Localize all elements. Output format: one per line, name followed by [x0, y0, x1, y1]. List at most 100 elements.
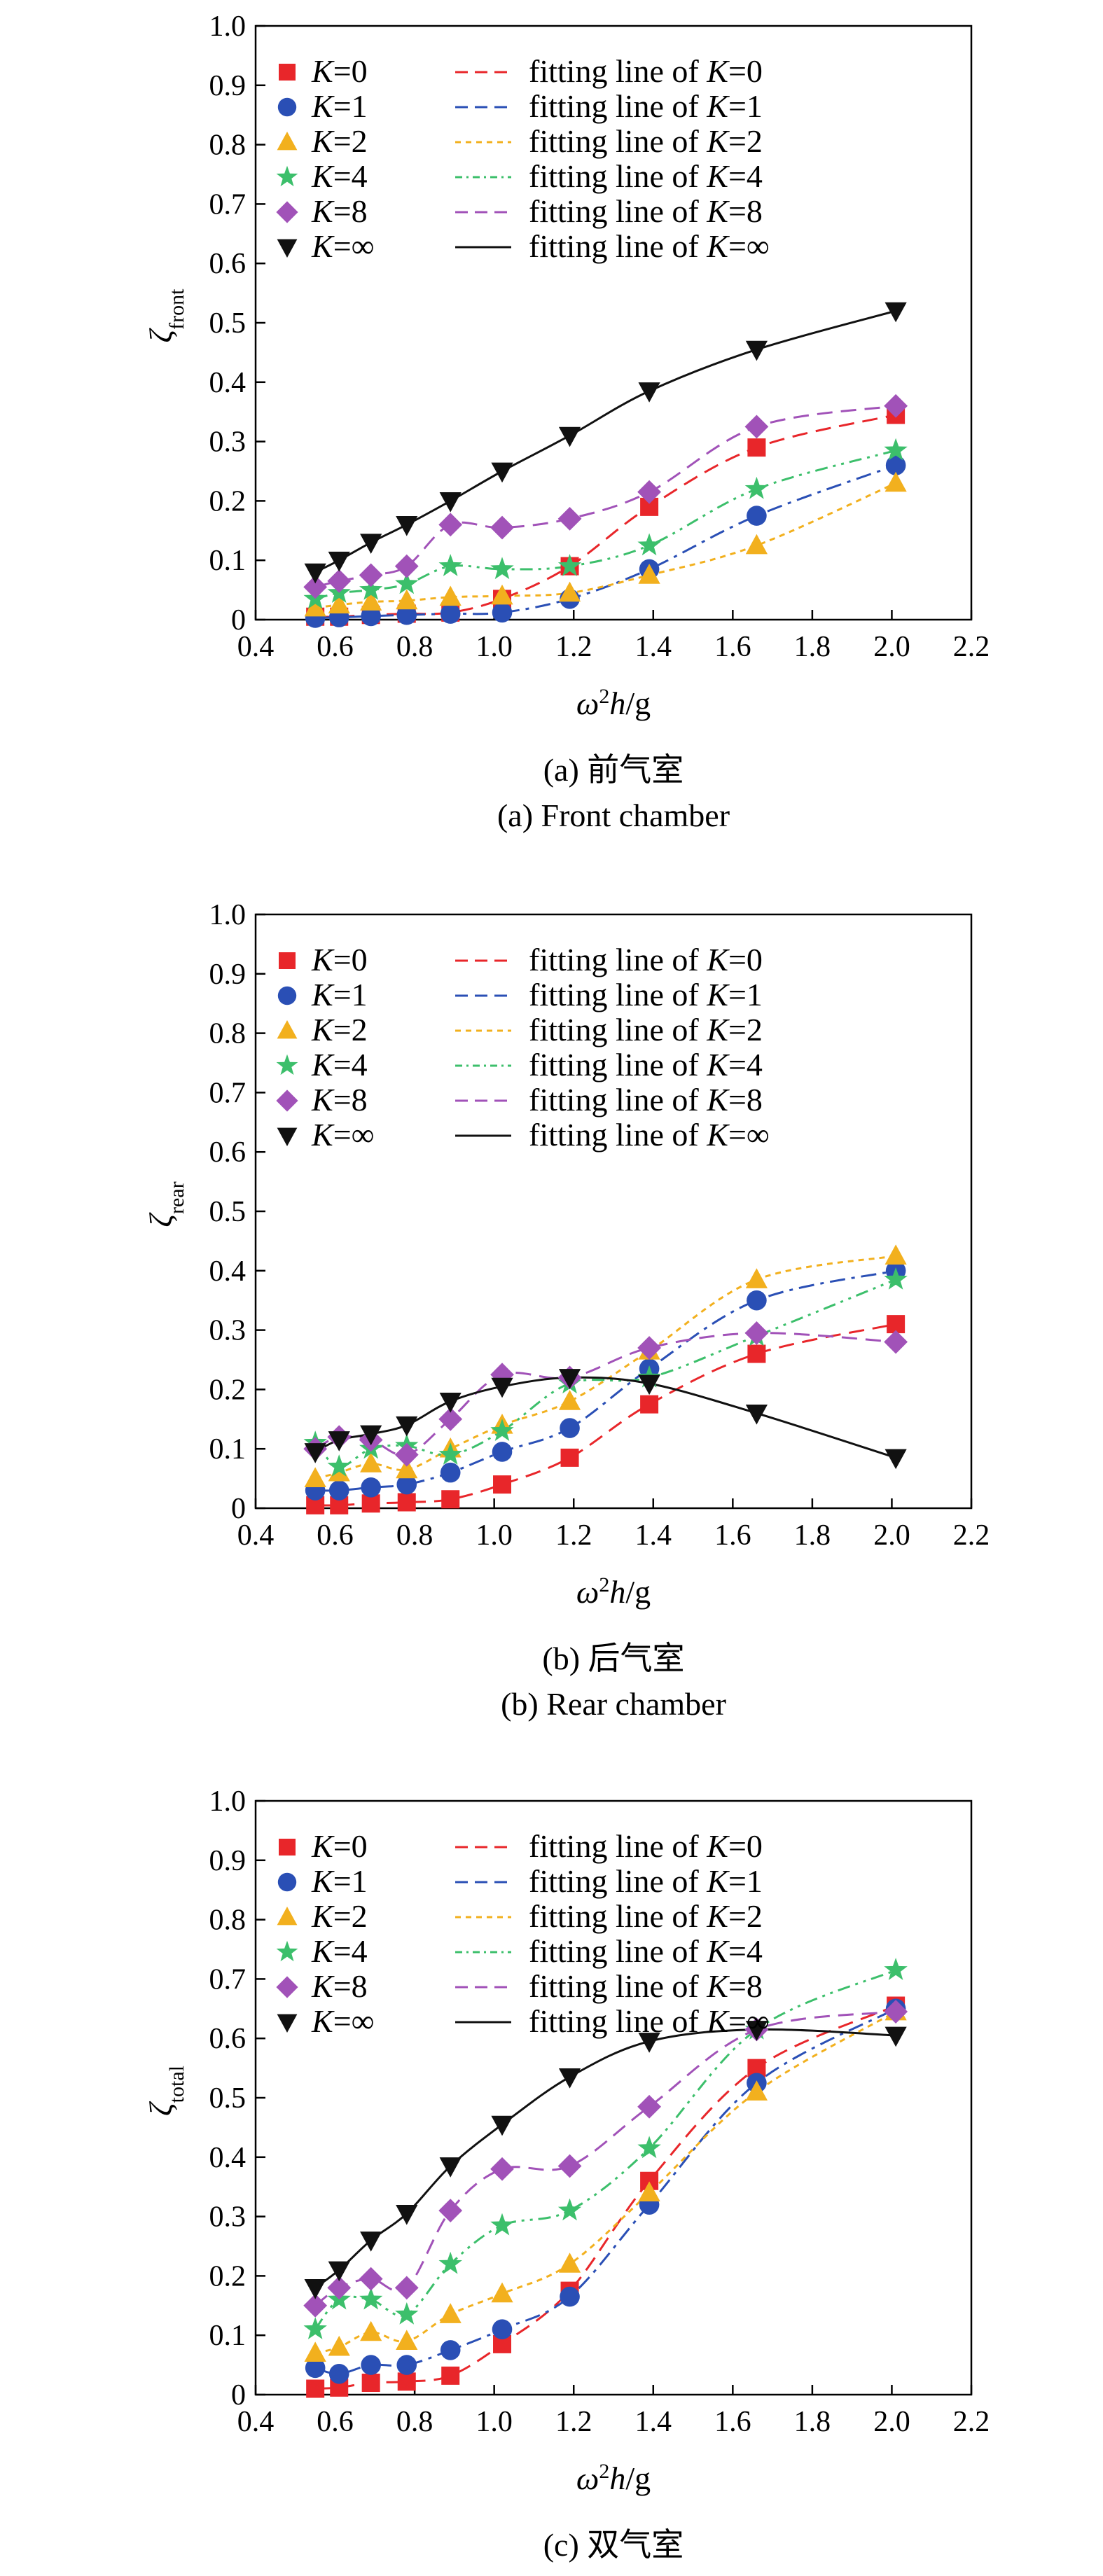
data-point-Kinf — [328, 551, 350, 572]
data-point-Kinf — [558, 426, 581, 447]
x-axis-label: ω2h/g — [576, 2460, 651, 2497]
data-point-K4 — [490, 2213, 514, 2236]
data-point-Kinf — [304, 1443, 326, 1463]
data-point-K0 — [441, 2366, 460, 2385]
data-point-K8 — [490, 515, 514, 540]
data-point-Kinf — [638, 1374, 660, 1395]
y-axis-label: ζrear — [143, 1181, 188, 1227]
legend-fit-label: fitting line of K=4 — [529, 158, 763, 194]
data-point-K8 — [438, 1407, 463, 1431]
legend-fit-label: fitting line of K=1 — [529, 977, 763, 1012]
fitting-line-K4 — [314, 1279, 896, 1468]
data-point-K1 — [328, 2364, 349, 2384]
y-tick-label: 0.3 — [209, 2201, 247, 2234]
y-tick-label: 0.9 — [209, 959, 247, 991]
data-point-K2 — [558, 2253, 581, 2273]
legend-marker-Kinf — [277, 1127, 298, 1146]
y-tick-label: 0 — [231, 1493, 246, 1525]
data-point-K8 — [327, 569, 352, 593]
x-tick-label: 0.8 — [396, 2406, 433, 2438]
y-tick-label: 0.7 — [209, 1077, 247, 1109]
y-tick-label: 0.9 — [209, 1845, 247, 1877]
data-point-K1 — [305, 2358, 326, 2379]
data-point-K2 — [885, 1244, 907, 1265]
data-point-K1 — [396, 1474, 417, 1495]
y-tick-label: 0.7 — [209, 1963, 247, 1996]
data-point-K8 — [394, 554, 419, 578]
data-point-K1 — [747, 1290, 767, 1311]
data-point-K8 — [490, 1363, 514, 1387]
data-point-K0 — [493, 1475, 512, 1494]
data-point-K2 — [745, 2080, 768, 2101]
data-point-K2 — [360, 590, 382, 611]
y-tick-label: 0.9 — [209, 70, 247, 102]
y-tick-label: 0.6 — [209, 2023, 247, 2055]
legend: K=0 fitting line of K=0 K=1 fitting line of… — [276, 942, 770, 1153]
legend-label: K=1 — [311, 88, 368, 124]
x-tick-label: 0.8 — [396, 1519, 433, 1552]
y-tick-label: 0.6 — [209, 1136, 247, 1169]
data-point-K1 — [361, 1477, 381, 1498]
data-point-K0 — [640, 497, 659, 516]
data-point-K4 — [637, 2136, 661, 2159]
fitting-line-K8 — [314, 2010, 896, 2306]
data-point-K8 — [394, 2276, 419, 2300]
data-point-K0 — [397, 2372, 416, 2391]
data-point-K8 — [884, 1330, 908, 1354]
data-point-Kinf — [396, 515, 418, 536]
caption-en: (c) Dual chambers — [494, 2572, 733, 2576]
legend-fit-label: fitting line of K=∞ — [529, 2003, 770, 2039]
data-point-Kinf — [304, 563, 326, 584]
x-tick-label: 0.4 — [237, 631, 275, 663]
data-point-Kinf — [439, 2157, 462, 2178]
data-point-Kinf — [885, 1449, 907, 1470]
legend-label: K=∞ — [311, 228, 374, 264]
y-tick-label: 0.2 — [209, 485, 247, 517]
x-tick-label: 0.4 — [237, 1519, 275, 1552]
legend-label: K=2 — [311, 123, 368, 159]
data-point-K4 — [744, 476, 769, 499]
y-tick-label: 0.8 — [209, 130, 247, 162]
data-point-K8 — [490, 2157, 514, 2181]
legend-marker-K8 — [276, 1976, 298, 1998]
data-point-K2 — [304, 1467, 326, 1487]
y-tick-label: 0 — [231, 604, 246, 636]
x-tick-label: 0.6 — [317, 2406, 354, 2438]
y-tick-label: 0.1 — [209, 545, 247, 577]
y-tick-label: 0.5 — [209, 307, 247, 340]
y-tick-label: 0.1 — [209, 1433, 247, 1465]
data-point-Kinf — [491, 462, 513, 483]
data-point-K1 — [560, 2286, 580, 2307]
data-point-Kinf — [328, 1431, 350, 1451]
x-tick-label: 1.4 — [635, 1519, 672, 1552]
legend-marker-K2 — [277, 1907, 298, 1926]
data-point-Kinf — [304, 2279, 326, 2299]
data-point-K2 — [360, 2320, 382, 2341]
data-point-K8 — [637, 480, 661, 504]
data-point-K2 — [439, 585, 462, 606]
data-point-K8 — [744, 1321, 769, 1345]
legend-marker-K0 — [279, 64, 296, 81]
data-point-K8 — [394, 1442, 419, 1467]
data-point-K1 — [361, 2355, 381, 2375]
caption-en: (a) Front chamber — [497, 798, 730, 833]
y-tick-label: 1.0 — [209, 899, 247, 931]
data-point-K2 — [396, 589, 418, 610]
data-point-K4 — [359, 578, 383, 600]
svg-text:ζrear: ζrear — [143, 1181, 188, 1227]
legend-label: K=0 — [311, 942, 368, 977]
chart-panel-3: 0 0.1 0.2 0.3 0.4 0.5 0.6 0.7 0.8 0.9 1.0 0.4 0.6 0.8… — [143, 1785, 990, 2576]
legend-label: K=1 — [311, 1863, 368, 1899]
data-point-K0 — [330, 2378, 349, 2397]
fitting-line-Kinf — [314, 309, 896, 573]
data-point-K0 — [747, 438, 766, 457]
data-point-K8 — [557, 506, 582, 531]
data-point-K4 — [395, 2302, 419, 2325]
data-point-K1 — [396, 604, 417, 625]
data-point-K1 — [361, 606, 381, 627]
data-point-K2 — [396, 1458, 418, 1479]
data-point-K8 — [303, 2293, 328, 2318]
data-point-K4 — [327, 1454, 351, 1477]
fitting-line-K8 — [314, 1332, 896, 1456]
